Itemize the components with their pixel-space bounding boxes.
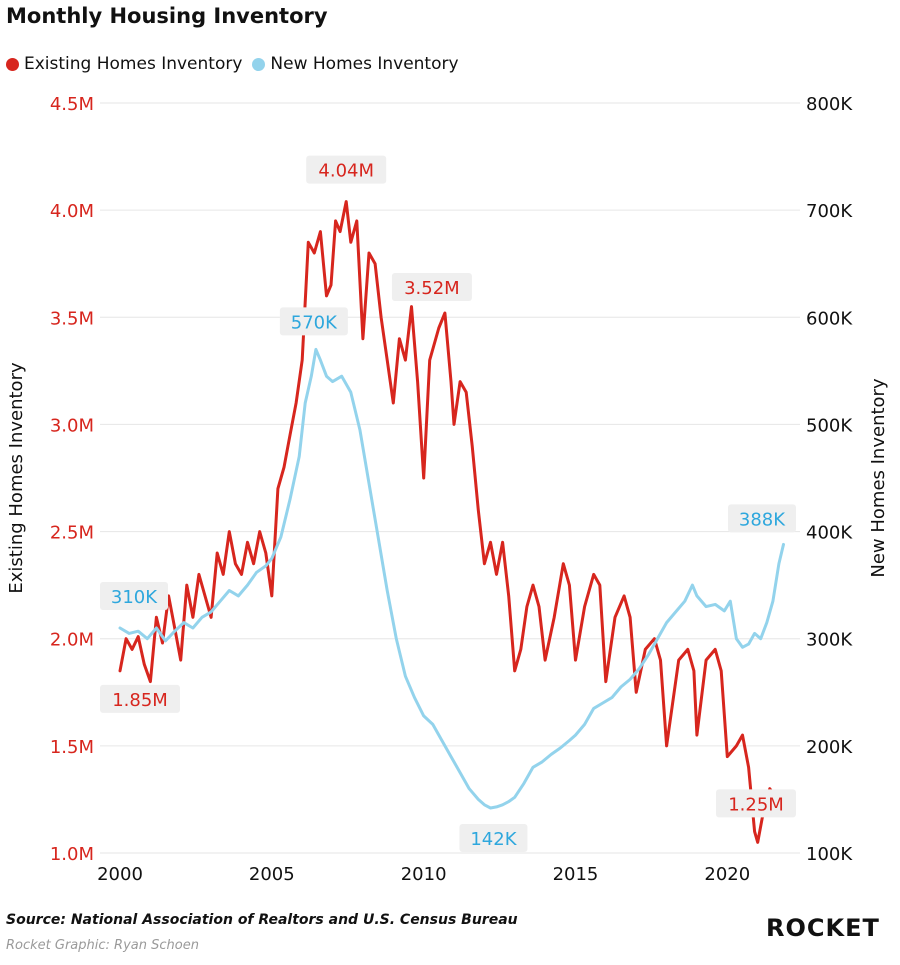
- y-right-tick-label: 100K: [806, 844, 853, 865]
- annotation-label: 1.25M: [728, 794, 784, 815]
- x-tick-label: 2000: [97, 864, 143, 885]
- annotation-label: 142K: [470, 829, 517, 850]
- y-left-tick-label: 2.0M: [50, 630, 94, 651]
- legend-swatch-existing: [6, 57, 19, 71]
- y-left-tick-label: 3.5M: [50, 308, 94, 329]
- annotation-box: [279, 307, 348, 336]
- legend-item-existing[interactable]: Existing Homes Inventory: [6, 54, 242, 74]
- y-left-tick-label: 1.5M: [50, 737, 94, 758]
- chart-title: Monthly Housing Inventory: [6, 4, 328, 28]
- series-lines: [118, 200, 785, 844]
- annotation-box: [306, 155, 387, 184]
- annotation-label: 570K: [291, 312, 338, 333]
- annotation-box: [100, 684, 180, 713]
- y-left-tick-label: 1.0M: [50, 844, 94, 865]
- x-tick-label: 2010: [401, 864, 447, 885]
- gridlines: [100, 102, 800, 854]
- y-left-tick-label: 3.0M: [50, 415, 94, 436]
- x-tick-label: 2005: [249, 864, 295, 885]
- annotation-box: [391, 273, 472, 301]
- annotation-label: 3.52M: [404, 278, 460, 299]
- y-right-axis-title: New Homes Inventory: [868, 378, 889, 578]
- legend: Existing Homes Inventory New Homes Inven…: [6, 54, 469, 74]
- rocket-logo: ROCKET: [766, 914, 880, 942]
- annotation-box: [459, 824, 528, 852]
- x-tick-label: 2020: [704, 864, 750, 885]
- annotation-box: [716, 789, 796, 818]
- annotations: 4.04M 3.52M 1.85M 1.25M 570K 310K 142K 388K: [100, 155, 796, 852]
- annotation-label: 310K: [111, 587, 158, 608]
- y-right-tick-label: 300K: [806, 630, 853, 651]
- x-tick-label: 2015: [553, 864, 599, 885]
- y-left-tick-label: 4.0M: [50, 201, 94, 222]
- annotation-label: 388K: [739, 509, 786, 530]
- y-right-tick-label: 700K: [806, 201, 853, 222]
- legend-swatch-new: [252, 57, 266, 71]
- y-left-axis-title: Existing Homes Inventory: [6, 362, 27, 594]
- source-note: Source: National Association of Realtors…: [6, 912, 518, 928]
- annotation-box: [100, 582, 168, 610]
- y-right-tick-label: 500K: [806, 415, 853, 436]
- legend-label-existing: Existing Homes Inventory: [24, 54, 243, 74]
- annotation-box: [728, 504, 796, 533]
- y-right-tick-label: 200K: [806, 737, 853, 758]
- graphic-credit: Rocket Graphic: Ryan Schoen: [6, 938, 199, 953]
- new-homes-line: [118, 347, 785, 810]
- y-right-tick-label: 400K: [806, 523, 853, 544]
- legend-item-new[interactable]: New Homes Inventory: [252, 54, 459, 74]
- y-right-tick-label: 600K: [806, 308, 853, 329]
- y-right-tick-label: 800K: [806, 94, 853, 115]
- annotation-label: 1.85M: [112, 690, 168, 711]
- annotation-label: 4.04M: [318, 161, 374, 182]
- y-left-tick-label: 4.5M: [50, 94, 94, 115]
- existing-homes-line: [118, 200, 784, 844]
- axes: 1.0M 1.5M 2.0M 2.5M 3.0M 3.5M 4.0M 4.5M 100K 200K…: [6, 94, 889, 885]
- y-left-tick-label: 2.5M: [50, 523, 94, 544]
- legend-label-new: New Homes Inventory: [270, 54, 459, 74]
